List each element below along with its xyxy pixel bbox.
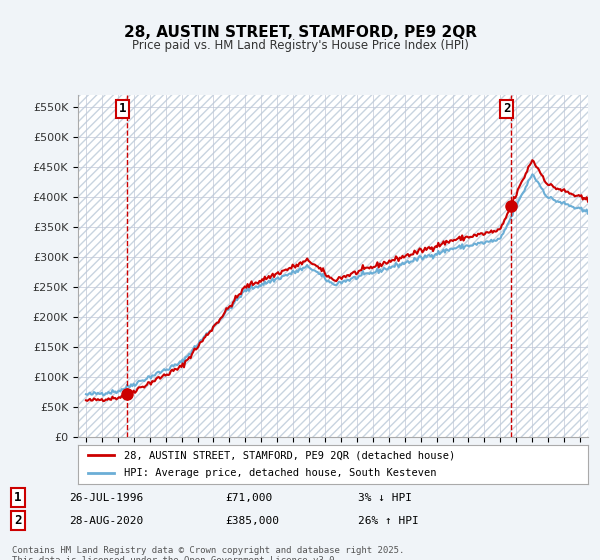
Text: £385,000: £385,000 <box>225 516 279 526</box>
Text: £71,000: £71,000 <box>225 493 272 503</box>
Text: 3% ↓ HPI: 3% ↓ HPI <box>358 493 412 503</box>
Text: HPI: Average price, detached house, South Kesteven: HPI: Average price, detached house, Sout… <box>124 468 436 478</box>
Text: 26% ↑ HPI: 26% ↑ HPI <box>358 516 418 526</box>
Text: 1: 1 <box>119 102 127 115</box>
Text: 2: 2 <box>503 102 511 115</box>
Text: 28, AUSTIN STREET, STAMFORD, PE9 2QR: 28, AUSTIN STREET, STAMFORD, PE9 2QR <box>124 25 476 40</box>
Text: 28-AUG-2020: 28-AUG-2020 <box>70 516 144 526</box>
Text: Price paid vs. HM Land Registry's House Price Index (HPI): Price paid vs. HM Land Registry's House … <box>131 39 469 52</box>
Text: 28, AUSTIN STREET, STAMFORD, PE9 2QR (detached house): 28, AUSTIN STREET, STAMFORD, PE9 2QR (de… <box>124 450 455 460</box>
Text: 1: 1 <box>14 491 22 504</box>
Text: 26-JUL-1996: 26-JUL-1996 <box>70 493 144 503</box>
Text: Contains HM Land Registry data © Crown copyright and database right 2025.
This d: Contains HM Land Registry data © Crown c… <box>12 546 404 560</box>
Text: 2: 2 <box>14 514 22 528</box>
